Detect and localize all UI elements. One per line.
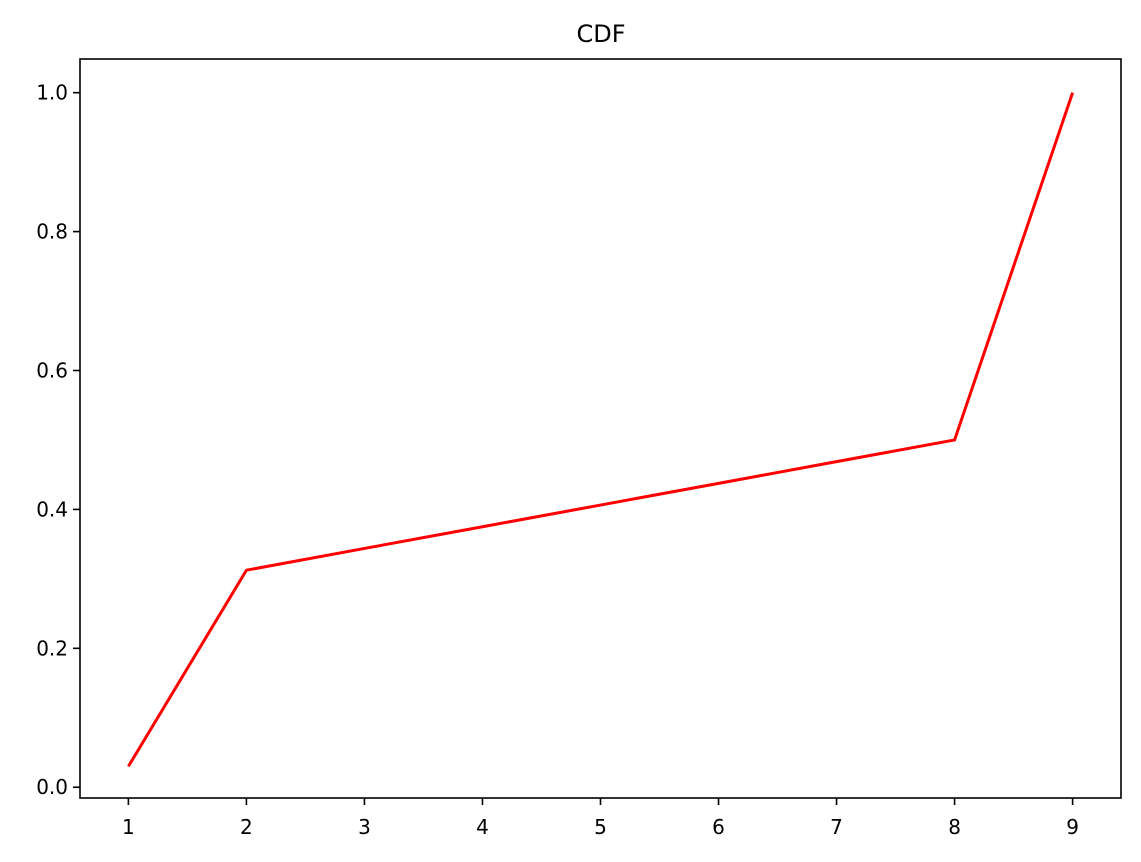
x-tick-label: 4 (476, 815, 489, 839)
x-tick-label: 5 (594, 815, 607, 839)
x-tick-label: 6 (712, 815, 725, 839)
x-tick-label: 1 (122, 815, 135, 839)
x-tick-label: 8 (948, 815, 961, 839)
axes (79, 58, 1122, 799)
y-tick-label: 0.2 (36, 636, 68, 660)
plot-frame (79, 58, 1122, 799)
chart-title: CDF (576, 20, 625, 48)
series-group (127, 92, 1075, 768)
y-tick-label: 0.6 (36, 359, 68, 383)
x-tick-label: 7 (830, 815, 843, 839)
x-tick-label: 9 (1066, 815, 1079, 839)
series-line-0 (127, 92, 1075, 768)
x-axis-ticks: 1 2 3 4 5 6 7 8 9 (122, 798, 1079, 839)
y-tick-label: 1.0 (36, 81, 68, 105)
y-axis-ticks: 0.0 0.2 0.4 0.6 0.8 1.0 (36, 81, 80, 799)
y-tick-label: 0.0 (36, 775, 68, 799)
x-tick-label: 3 (358, 815, 371, 839)
x-tick-label: 2 (240, 815, 253, 839)
y-tick-label: 0.8 (36, 220, 68, 244)
y-tick-label: 0.4 (36, 497, 68, 521)
